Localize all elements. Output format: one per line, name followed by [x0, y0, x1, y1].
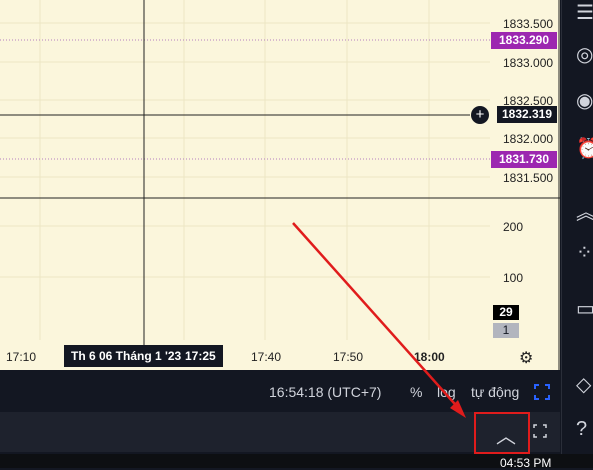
fullscreen-icon[interactable] — [533, 424, 547, 438]
chevron-up-icon[interactable]: ︿ — [496, 426, 516, 448]
chart-area[interactable]: 1833.500 1833.000 1832.500 1832.000 1831… — [0, 0, 560, 370]
price-tag-upper: 1833.290 — [491, 32, 557, 49]
watchlist-icon[interactable]: ◎ — [576, 44, 593, 66]
price-label: 1833.500 — [503, 17, 554, 31]
gear-icon[interactable]: ⚙ — [519, 350, 534, 367]
time-label: 18:00 — [414, 350, 445, 364]
percent-scale-button[interactable]: % — [410, 384, 423, 400]
time-label: 17:10 — [6, 350, 37, 364]
os-taskbar — [0, 454, 593, 468]
crosshair-price-tag: 1832.319 — [497, 106, 557, 123]
volume-tag-black: 29 — [493, 305, 519, 320]
price-label: 1832.000 — [503, 132, 554, 146]
chevron-double-up-icon[interactable]: ︽ — [576, 196, 593, 225]
list-icon[interactable]: ☰ — [576, 2, 593, 24]
right-toolbar: ☰ ◎ ◉ ⏰ ︽ ⁘ ▭ ◇ ? — [561, 0, 593, 468]
highlight-box — [474, 412, 530, 454]
crosshair-date: Th 6 06 Tháng 1 '23 — [71, 349, 182, 363]
price-label: 1833.000 — [503, 56, 554, 70]
chat-icon[interactable]: ▭ — [576, 298, 593, 320]
expand-icon[interactable] — [534, 384, 550, 400]
broadcast-icon[interactable]: ◉ — [576, 90, 593, 112]
help-icon[interactable]: ? — [576, 418, 588, 440]
time-label: 17:50 — [333, 350, 364, 364]
bottom-toolbar: 16:54:18 (UTC+7) % log tự động — [0, 374, 560, 410]
layers-icon[interactable]: ◇ — [576, 374, 592, 396]
price-label: 1831.500 — [503, 171, 554, 185]
price-tag-lower: 1831.730 — [491, 151, 557, 168]
plus-circle-icon[interactable]: + — [471, 106, 489, 124]
volume-label: 100 — [503, 271, 524, 285]
auto-scale-button[interactable]: tự động — [471, 384, 520, 400]
grid-icon[interactable]: ⁘ — [576, 242, 593, 264]
price-label: 1832.500 — [503, 94, 554, 108]
bottom-panel — [0, 412, 560, 452]
time-label: 17:40 — [251, 350, 282, 364]
chart-grid — [0, 0, 560, 370]
crosshair-time: 17:25 — [185, 349, 216, 363]
volume-label: 200 — [503, 220, 524, 234]
session-clock[interactable]: 16:54:18 (UTC+7) — [269, 384, 382, 400]
crosshair-time-label: Th 6 06 Tháng 1 '23 17:25 — [64, 345, 223, 367]
volume-tag-gray: 1 — [493, 323, 519, 338]
taskbar-clock: 04:53 PM — [500, 456, 552, 470]
alert-icon[interactable]: ⏰ — [576, 138, 593, 160]
